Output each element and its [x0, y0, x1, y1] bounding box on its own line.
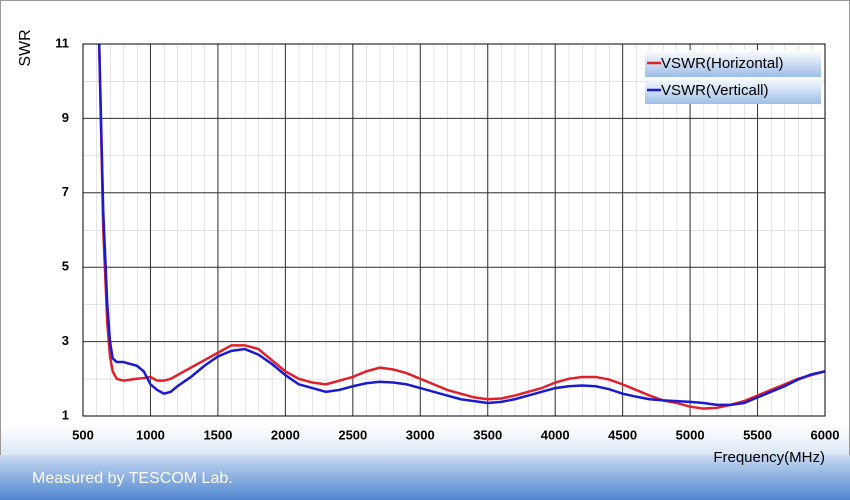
x-tick-label: 1500	[203, 427, 232, 442]
legend-background	[645, 50, 821, 77]
x-tick-label: 2000	[271, 427, 300, 442]
y-axis-label: SWR	[17, 29, 34, 66]
legend-label: VSWR(Verticall)	[661, 82, 769, 99]
footer-band	[0, 455, 850, 500]
y-tick-label: 1	[62, 407, 69, 422]
y-tick-label: 11	[55, 35, 69, 50]
x-tick-label: 5500	[743, 427, 772, 442]
series-line	[97, 44, 825, 410]
y-tick-label: 5	[62, 259, 69, 274]
footer-text: Measured by TESCOM Lab.	[32, 470, 233, 487]
y-tick-label: 3	[62, 333, 69, 348]
plot-border	[82, 43, 826, 417]
x-tick-label: 4500	[608, 427, 637, 442]
x-axis-label: Frequency(MHz)	[713, 449, 825, 466]
x-tick-label: 3000	[406, 427, 435, 442]
series-line	[97, 44, 825, 407]
x-tick-label: 5000	[676, 427, 705, 442]
y-tick-label: 9	[62, 110, 69, 125]
minor-grid	[83, 44, 825, 416]
x-tick-label: 6000	[811, 427, 840, 442]
y-tick-label: 7	[62, 184, 69, 199]
x-tick-label: 500	[72, 427, 94, 442]
x-tick-label: 1000	[136, 427, 165, 442]
x-tick-label: 3500	[473, 427, 502, 442]
x-tick-label: 2500	[338, 427, 367, 442]
legend-background	[645, 77, 821, 104]
x-tick-label: 4000	[541, 427, 570, 442]
legend-label: VSWR(Horizontal)	[661, 55, 784, 72]
